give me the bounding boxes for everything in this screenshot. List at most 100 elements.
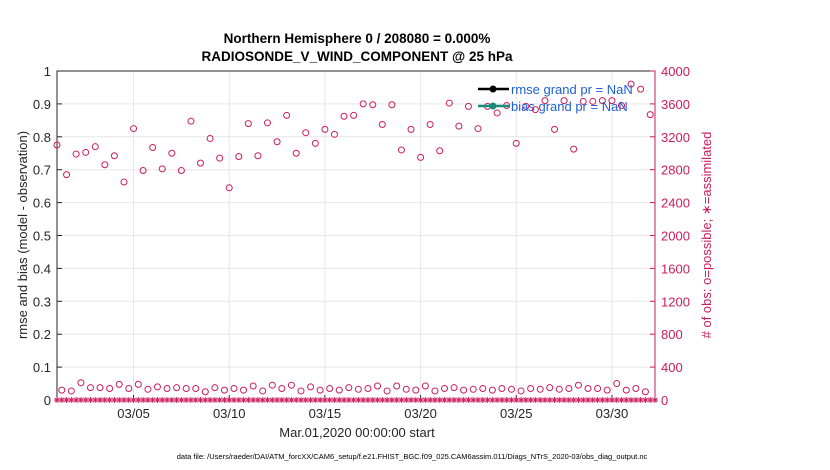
obs-possible-point [574,381,582,389]
obs-assimilated-point [417,397,424,403]
obs-assimilated-point [551,397,558,403]
obs-possible-point [86,384,94,392]
obs-assimilated-point [321,397,328,403]
obs-possible-point [240,386,248,394]
obs-assimilated-point [585,397,592,403]
obs-possible-point [106,384,114,392]
obs-possible-point [134,380,142,388]
obs-possible-point [498,384,506,392]
obs-possible-point [450,384,458,392]
obs-assimilated-point [159,397,166,403]
obs-assimilated-point [489,397,496,403]
legend-rmse-marker [489,85,497,93]
x-axis-label: Mar.01,2020 00:00:00 start [279,425,435,440]
y-axis-label-left: rmse and bias (model - observation) [15,131,30,339]
obs-possible-point [177,167,185,175]
legend: rmse grand pr = NaN bias grand pr = NaN [478,82,633,114]
y-tick-label-right: 2000 [661,229,690,244]
obs-assimilated-point [532,397,539,403]
y-tick-label-left: 0.1 [33,360,51,375]
obs-assimilated-point [441,397,448,403]
obs-assimilated-point [192,397,199,403]
obs-possible-point [330,130,338,138]
obs-possible-point [72,150,80,158]
obs-possible-point [598,97,606,105]
obs-assimilated-point [264,397,271,403]
data-marks [53,80,658,403]
obs-possible-point [192,384,200,392]
obs-possible-point [53,141,61,149]
obs-assimilated-point [599,397,606,403]
y-tick-label-left: 0.8 [33,130,51,145]
y-tick-label-left: 0.2 [33,327,51,342]
obs-assimilated-point [197,397,204,403]
obs-assimilated-point [427,397,434,403]
obs-assimilated-point [556,397,563,403]
obs-assimilated-point [594,397,601,403]
obs-possible-point [278,384,286,392]
obs-possible-point [560,97,568,105]
obs-possible-point [388,101,396,109]
obs-possible-point [608,97,616,105]
obs-possible-point [431,387,439,395]
obs-possible-point [340,112,348,120]
obs-assimilated-point [92,397,99,403]
obs-assimilated-point [154,397,161,403]
obs-possible-point [460,386,468,394]
obs-assimilated-point [642,397,649,403]
obs-assimilated-point [336,397,343,403]
obs-assimilated-point [240,397,247,403]
obs-possible-point [618,102,626,110]
obs-possible-point [464,102,472,110]
obs-assimilated-point [125,397,132,403]
y-tick-label-right: 3200 [661,130,690,145]
obs-assimilated-point [513,397,520,403]
obs-assimilated-point [379,397,386,403]
obs-possible-point [345,384,353,392]
obs-possible-point [512,139,520,147]
obs-assimilated-point [293,397,300,403]
obs-possible-point [350,111,358,119]
y-tick-label-left: 0.7 [33,163,51,178]
obs-possible-point [144,385,152,393]
obs-assimilated-point [341,397,348,403]
obs-possible-point [603,386,611,394]
obs-assimilated-point [522,397,529,403]
obs-possible-point [426,120,434,128]
obs-assimilated-point [484,397,491,403]
obs-possible-point [268,381,276,389]
x-tick-label: 03/05 [117,406,150,421]
y-tick-label-right: 800 [661,327,683,342]
obs-assimilated-point [254,397,261,403]
obs-assimilated-point [164,397,171,403]
obs-assimilated-point [360,397,367,403]
obs-assimilated-point [106,397,113,403]
obs-assimilated-point [412,397,419,403]
obs-assimilated-point [374,397,381,403]
y-tick-label-left: 0.4 [33,261,51,276]
obs-assimilated-point [207,397,214,403]
obs-possible-point [455,122,463,130]
obs-possible-point [637,85,645,93]
obs-possible-point [359,100,367,108]
y-tick-label-left: 0.3 [33,294,51,309]
obs-assimilated-point [628,397,635,403]
obs-assimilated-point [479,397,486,403]
obs-possible-point [287,381,295,389]
obs-possible-point [441,384,449,392]
obs-assimilated-point [446,397,453,403]
obs-assimilated-point [546,397,553,403]
obs-possible-point [417,153,425,161]
obs-possible-point [474,125,482,133]
obs-assimilated-point [331,397,338,403]
obs-possible-point [522,102,530,110]
obs-assimilated-point [173,397,180,403]
obs-assimilated-point [221,397,228,403]
obs-assimilated-point [647,397,654,403]
obs-possible-point [321,125,329,133]
obs-possible-point [613,380,621,388]
obs-possible-point [149,143,157,151]
obs-assimilated-point [245,397,252,403]
obs-possible-point [407,125,415,133]
y-axis-left: 0 0.1 0.2 0.3 0.4 0.5 0.6 0.7 0.8 0.9 1 [33,64,62,408]
